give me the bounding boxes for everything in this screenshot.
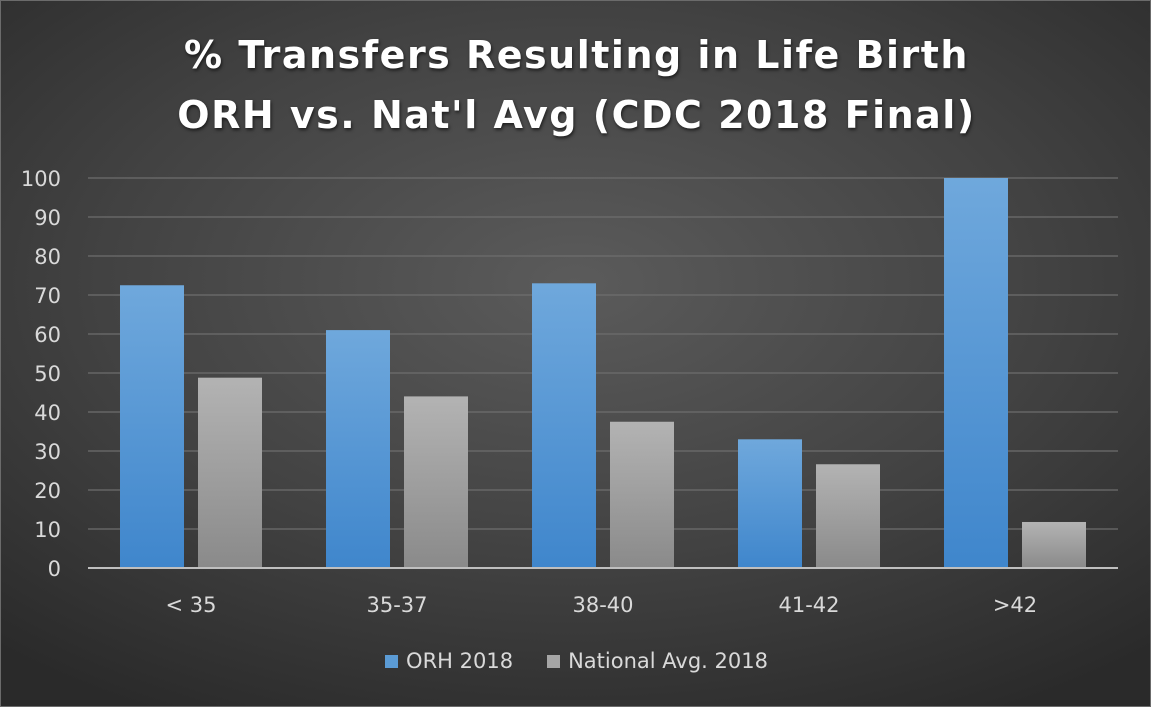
bar-national-2 — [610, 421, 674, 568]
bar-orh-3 — [738, 439, 802, 568]
bar-orh-0 — [120, 285, 184, 568]
chart-title: % Transfers Resulting in Life Birth — [184, 33, 969, 77]
legend-item-national: National Avg. 2018 — [547, 649, 768, 673]
chart-subtitle: ORH vs. Nat'l Avg (CDC 2018 Final) — [177, 93, 976, 137]
bar-orh-1 — [326, 330, 390, 568]
y-tick-label: 0 — [48, 557, 61, 581]
bar-orh-4 — [944, 178, 1008, 568]
legend: ORH 2018 National Avg. 2018 — [1, 646, 1151, 676]
y-tick-label: 50 — [34, 362, 61, 386]
y-tick-label: 10 — [34, 518, 61, 542]
x-tick-label: >42 — [993, 593, 1037, 617]
legend-swatch-orh — [385, 654, 399, 668]
x-tick-label: 35-37 — [366, 593, 427, 617]
bar-national-3 — [816, 464, 880, 568]
y-tick-label: 70 — [34, 284, 61, 308]
y-tick-label: 40 — [34, 401, 61, 425]
legend-label-national: National Avg. 2018 — [568, 649, 768, 673]
bar-national-4 — [1022, 521, 1086, 568]
legend-label-orh: ORH 2018 — [406, 649, 514, 673]
y-tick-label: 20 — [34, 479, 61, 503]
bar-national-1 — [404, 396, 468, 568]
y-tick-label: 60 — [34, 323, 61, 347]
y-tick-label: 90 — [34, 206, 61, 230]
y-tick-label: 30 — [34, 440, 61, 464]
legend-swatch-national — [547, 654, 561, 668]
x-tick-label: 38-40 — [572, 593, 633, 617]
legend-item-orh: ORH 2018 — [385, 649, 513, 673]
bar-national-0 — [198, 377, 262, 568]
x-tick-label: < 35 — [166, 593, 217, 617]
x-tick-label: 41-42 — [778, 593, 839, 617]
bar-orh-2 — [532, 283, 596, 568]
y-tick-label: 80 — [34, 245, 61, 269]
y-tick-label: 100 — [21, 167, 61, 191]
